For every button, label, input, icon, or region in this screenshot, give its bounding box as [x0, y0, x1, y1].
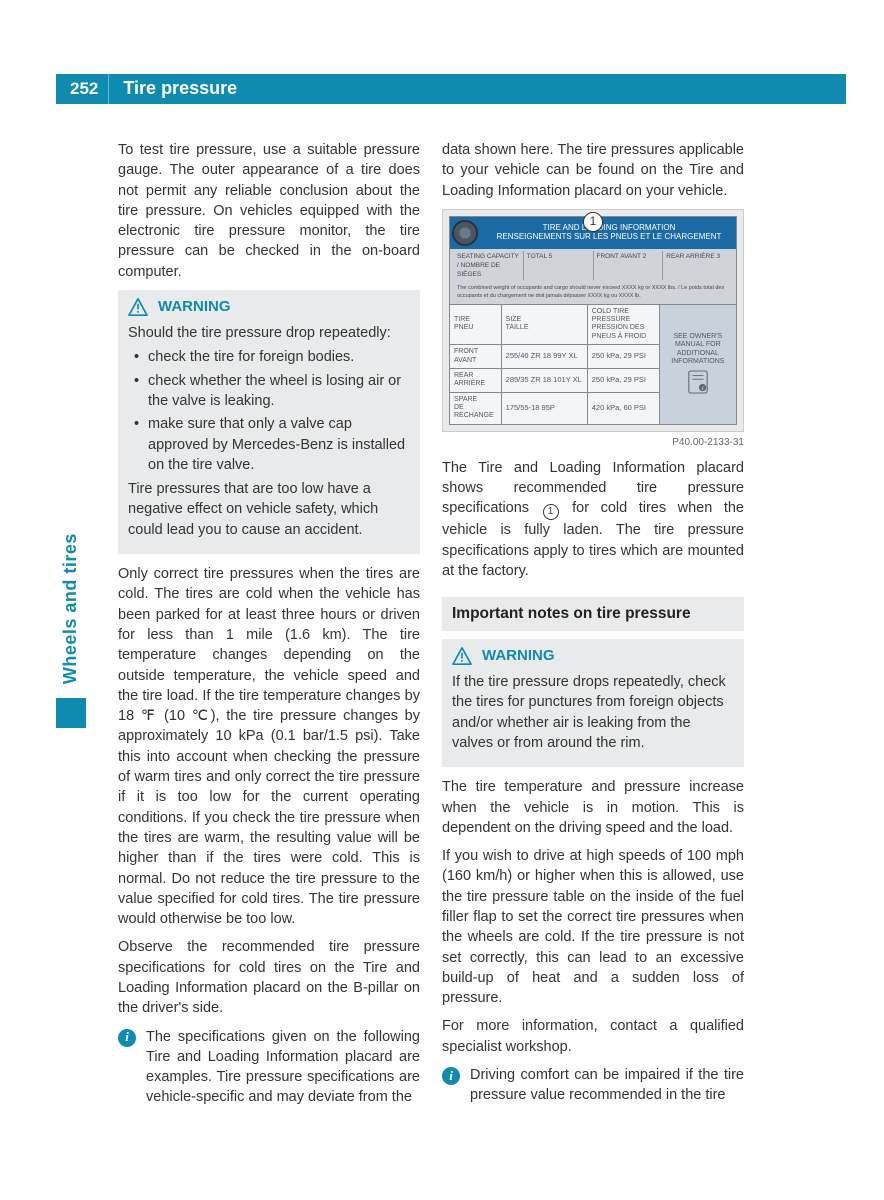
side-tab-marker	[56, 698, 86, 728]
body-paragraph: data shown here. The tire pressures appl…	[442, 140, 744, 201]
info-note: i Driving comfort can be impaired if the…	[442, 1065, 744, 1114]
header-title: Tire pressure	[109, 76, 237, 101]
warning-icon	[128, 298, 148, 316]
body-paragraph: If you wish to drive at high speeds of 1…	[442, 846, 744, 1008]
body-paragraph: The Tire and Loading Information placard…	[442, 458, 744, 581]
warning-box: WARNING If the tire pressure drops repea…	[442, 639, 744, 767]
warning-item: check the tire for foreign bodies.	[132, 347, 410, 367]
body-paragraph: To test tire pressure, use a suitable pr…	[118, 140, 420, 282]
page-number: 252	[56, 74, 109, 104]
info-icon: i	[442, 1067, 460, 1085]
warning-item: check whether the wheel is losing air or…	[132, 371, 410, 412]
right-column: data shown here. The tire pressures appl…	[442, 140, 744, 1116]
info-text: Driving comfort can be impaired if the t…	[470, 1065, 744, 1106]
warning-outro: Tire pressures that are too low have a n…	[128, 479, 410, 540]
body-paragraph: The tire temperature and pressure increa…	[442, 777, 744, 838]
warning-intro: Should the tire pressure drop repeatedly…	[128, 323, 410, 343]
warning-item: make sure that only a valve cap approved…	[132, 414, 410, 475]
info-note: i The specifications given on the follow…	[118, 1027, 420, 1116]
body-paragraph: Only correct tire pressures when the tir…	[118, 564, 420, 929]
warning-box: WARNING Should the tire pressure drop re…	[118, 290, 420, 554]
side-tab: Wheels and tires	[56, 520, 86, 728]
placard-image: 1 TIRE AND LOADING INFORMATION RENSEIGNE…	[442, 209, 744, 432]
page-header: 252 Tire pressure	[56, 74, 846, 104]
info-text: The specifications given on the followin…	[146, 1027, 420, 1108]
callout-circle-icon: 1	[543, 504, 559, 520]
body-paragraph: For more information, contact a qualifie…	[442, 1016, 744, 1057]
wheel-icon	[452, 220, 478, 246]
info-icon: i	[118, 1029, 136, 1047]
book-icon: i	[687, 369, 709, 395]
placard-caption: P40.00-2133-31	[442, 436, 744, 450]
table-row: TIREPNEU SIZETAILLE COLD TIRE PRESSUREPR…	[450, 304, 737, 345]
warning-body: If the tire pressure drops repeatedly, c…	[452, 672, 734, 753]
placard-combined-weight: The combined weight of occupants and car…	[449, 282, 737, 303]
section-header: Important notes on tire pressure	[442, 597, 744, 631]
warning-title: WARNING	[128, 296, 410, 317]
warning-list: check the tire for foreign bodies. check…	[128, 347, 410, 475]
left-column: To test tire pressure, use a suitable pr…	[118, 140, 420, 1116]
placard-seating-row: SEATING CAPACITY / NOMBRE DE SIÈGES TOTA…	[449, 249, 737, 282]
placard-table: TIREPNEU SIZETAILLE COLD TIRE PRESSUREPR…	[449, 304, 737, 425]
warning-title: WARNING	[452, 645, 734, 666]
warning-icon	[452, 647, 472, 665]
placard-callout: 1	[583, 212, 603, 232]
body-paragraph: Observe the recommended tire pressure sp…	[118, 937, 420, 1018]
side-tab-label: Wheels and tires	[56, 520, 86, 698]
content-columns: To test tire pressure, use a suitable pr…	[118, 140, 744, 1116]
